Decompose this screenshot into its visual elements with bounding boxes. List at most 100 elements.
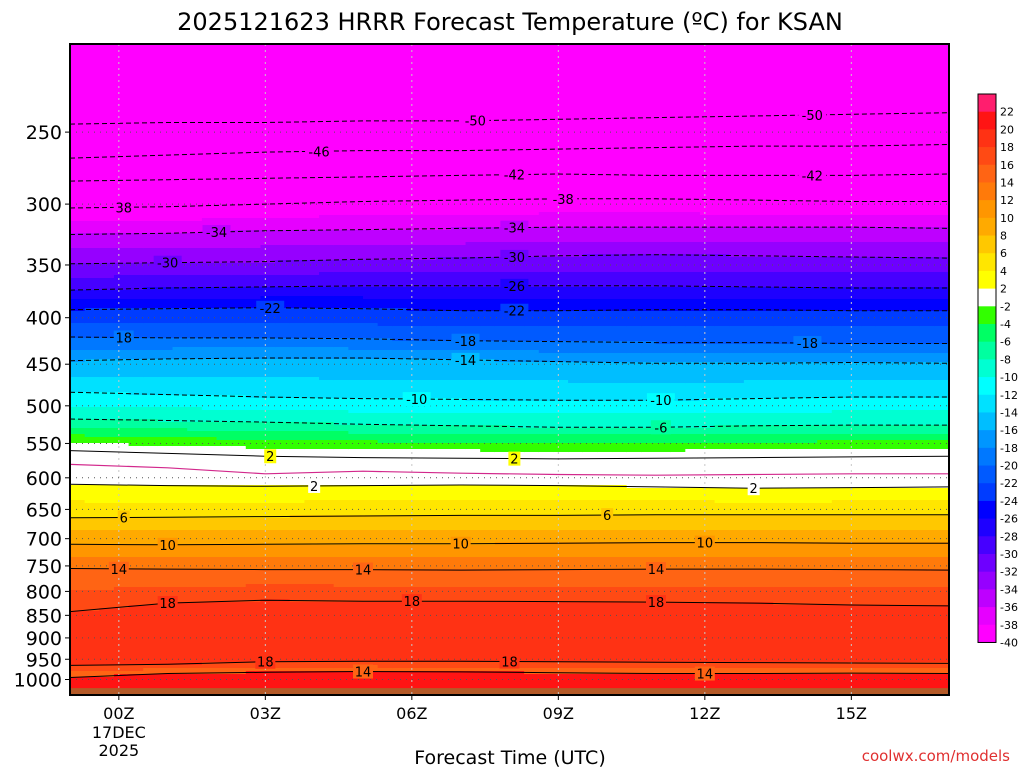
temperature-cell: [260, 602, 276, 606]
temperature-cell: [99, 131, 115, 135]
temperature-cell: [363, 428, 379, 432]
temperature-cell: [70, 632, 86, 636]
temperature-cell: [275, 587, 291, 591]
temperature-cell: [289, 359, 305, 363]
temperature-cell: [99, 182, 115, 186]
temperature-cell: [201, 641, 218, 645]
temperature-cell: [348, 248, 364, 252]
temperature-cell: [216, 359, 232, 363]
temperature-cell: [289, 269, 305, 273]
temperature-cell: [348, 242, 364, 246]
temperature-cell: [70, 575, 86, 579]
temperature-cell: [99, 278, 115, 282]
temperature-cell: [143, 476, 159, 480]
temperature-cell: [128, 329, 144, 333]
temperature-cell: [363, 641, 379, 645]
temperature-cell: [231, 146, 247, 150]
temperature-cell: [113, 467, 130, 471]
temperature-cell: [333, 290, 349, 294]
temperature-cell: [333, 620, 349, 624]
temperature-cell: [304, 671, 320, 675]
temperature-cell: [363, 380, 379, 384]
temperature-cell: [319, 518, 335, 522]
temperature-cell: [304, 284, 320, 288]
temperature-cell: [275, 386, 291, 390]
temperature-cell: [260, 524, 276, 528]
temperature-cell: [319, 299, 335, 303]
temperature-cell: [363, 467, 379, 471]
temperature-cell: [84, 440, 100, 444]
temperature-cell: [304, 101, 320, 105]
temperature-cell: [333, 668, 349, 672]
temperature-cell: [348, 59, 364, 63]
temperature-cell: [70, 80, 86, 84]
temperature-cell: [187, 512, 203, 516]
temperature-cell: [187, 464, 203, 468]
temperature-cell: [333, 161, 349, 165]
temperature-cell: [377, 176, 393, 180]
temperature-cell: [348, 215, 364, 219]
temperature-cell: [172, 551, 188, 555]
temperature-cell: [113, 80, 130, 84]
temperature-cell: [70, 605, 86, 609]
temperature-cell: [304, 458, 320, 462]
temperature-cell: [275, 188, 291, 192]
temperature-cell: [84, 344, 100, 348]
temperature-cell: [157, 551, 174, 555]
temperature-cell: [304, 185, 320, 189]
temperature-cell: [333, 83, 349, 87]
temperature-cell: [231, 383, 247, 387]
temperature-cell: [289, 266, 305, 270]
temperature-cell: [245, 137, 262, 141]
temperature-cell: [377, 644, 393, 648]
temperature-cell: [319, 179, 335, 183]
temperature-cell: [392, 152, 408, 156]
temperature-cell: [172, 638, 188, 642]
temperature-cell: [84, 383, 100, 387]
temperature-cell: [157, 575, 174, 579]
temperature-cell: [99, 302, 115, 306]
temperature-cell: [70, 533, 86, 537]
temperature-cell: [363, 683, 379, 687]
temperature-cell: [333, 482, 349, 486]
temperature-cell: [216, 686, 232, 690]
temperature-cell: [245, 275, 262, 279]
temperature-cell: [319, 107, 335, 111]
temperature-cell: [157, 59, 174, 63]
temperature-cell: [201, 470, 218, 474]
temperature-cell: [187, 242, 203, 246]
temperature-cell: [113, 590, 130, 594]
temperature-cell: [363, 389, 379, 393]
temperature-cell: [275, 161, 291, 165]
temperature-cell: [289, 314, 305, 318]
temperature-cell: [289, 302, 305, 306]
temperature-cell: [201, 413, 218, 417]
temperature-cell: [231, 125, 247, 129]
temperature-cell: [392, 497, 408, 501]
temperature-cell: [99, 107, 115, 111]
temperature-cell: [245, 344, 262, 348]
temperature-cell: [84, 557, 100, 561]
temperature-cell: [172, 566, 188, 570]
temperature-cell: [260, 194, 276, 198]
temperature-cell: [348, 122, 364, 126]
temperature-cell: [231, 155, 247, 159]
temperature-cell: [143, 110, 159, 114]
temperature-cell: [377, 182, 393, 186]
temperature-cell: [84, 104, 100, 108]
temperature-cell: [289, 506, 305, 510]
temperature-cell: [113, 251, 130, 255]
temperature-cell: [363, 98, 379, 102]
temperature-cell: [333, 188, 349, 192]
temperature-cell: [245, 419, 262, 423]
temperature-cell: [245, 185, 262, 189]
temperature-cell: [99, 161, 115, 165]
temperature-cell: [128, 617, 144, 621]
temperature-cell: [216, 392, 232, 396]
temperature-cell: [245, 380, 262, 384]
temperature-cell: [289, 440, 305, 444]
temperature-cell: [260, 551, 276, 555]
temperature-cell: [377, 617, 393, 621]
temperature-cell: [84, 272, 100, 276]
temperature-cell: [157, 338, 174, 342]
